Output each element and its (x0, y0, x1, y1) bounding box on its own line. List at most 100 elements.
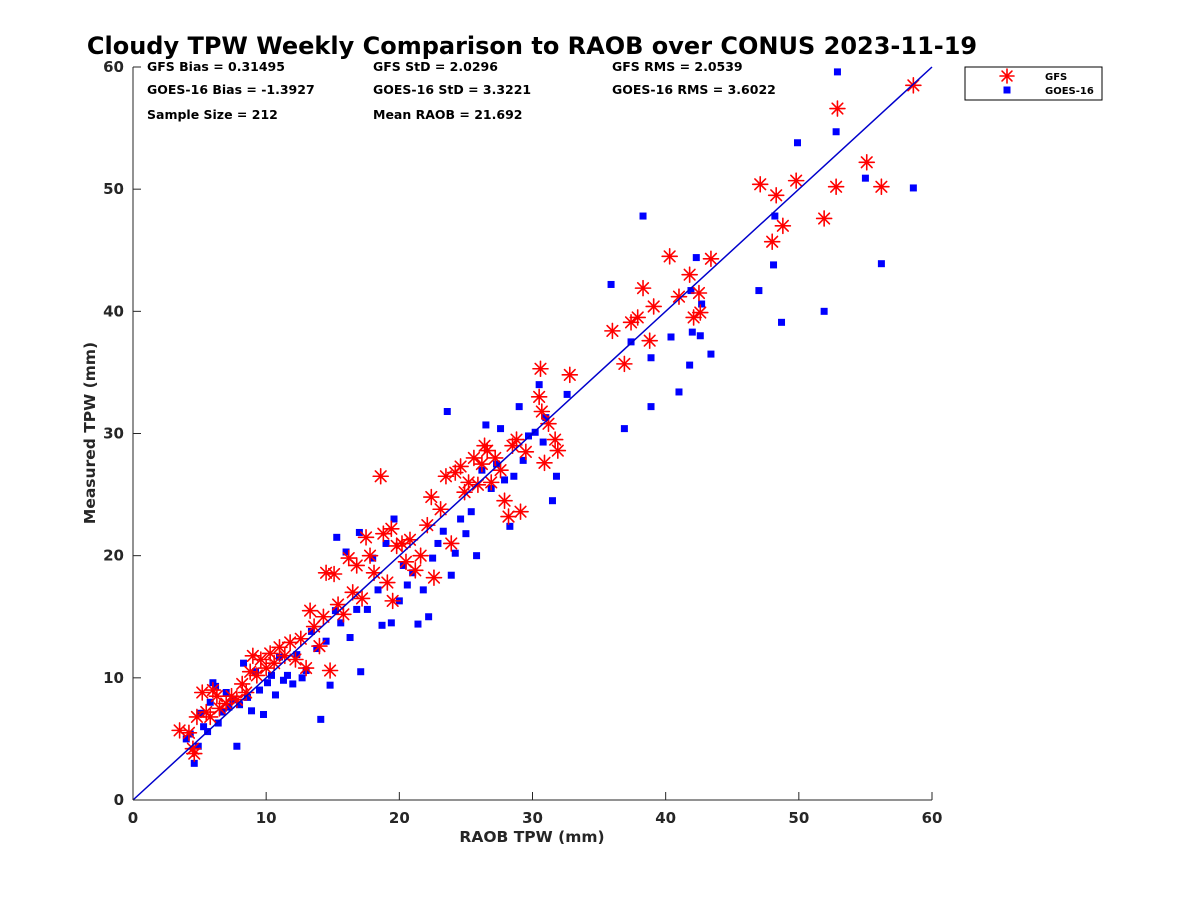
goes16-point (770, 261, 778, 269)
gfs-point (549, 442, 567, 459)
goes16-point (289, 680, 297, 688)
goes16-point (236, 701, 244, 709)
goes16-point (506, 522, 514, 530)
gfs-point (546, 431, 564, 448)
gfs-point (248, 667, 266, 684)
goes16-point (275, 653, 283, 661)
goes16-point (531, 428, 539, 436)
gfs-point (508, 431, 525, 448)
legend: GFS GOES-16 (964, 66, 1103, 101)
goes16-point (283, 671, 291, 679)
goes16-point (333, 533, 341, 541)
statistics-panel: GFS Bias = 0.31495 GFS StD = 2.0296 GFS RM… (147, 59, 776, 122)
goes16-point (447, 571, 455, 579)
goes16-point (307, 627, 315, 635)
goes16-point (182, 735, 190, 743)
gfs-point (265, 654, 283, 672)
gfs-point (751, 175, 769, 193)
goes16-point (778, 318, 786, 326)
goes16-point (675, 388, 683, 396)
stat-text: GFS RMS = 2.0539 (612, 59, 743, 74)
gfs-point (512, 503, 529, 520)
y-tick-label: 0 (114, 791, 124, 809)
x-tick-label: 10 (256, 809, 277, 827)
gfs-point (492, 461, 509, 479)
goes16-point (200, 723, 208, 731)
gfs-point (661, 248, 678, 265)
goes16-point (267, 671, 275, 679)
goes16-point (696, 332, 704, 340)
gfs-point (533, 403, 551, 420)
goes16-point (346, 634, 354, 642)
goes16-point (382, 539, 390, 547)
goes16-point (337, 619, 345, 627)
goes16-point (443, 408, 451, 416)
goes16-point (326, 681, 334, 689)
axes: 0 10 20 30 40 50 60 0 10 20 30 40 50 60 (103, 58, 942, 827)
gfs-point (335, 606, 352, 623)
goes16-point (403, 581, 411, 589)
goes16-point (214, 719, 222, 727)
stat-text: GOES-16 Bias = -1.3927 (147, 82, 315, 97)
goes16-point (260, 710, 268, 718)
gfs-point (325, 565, 343, 583)
x-tick-label: 20 (389, 809, 410, 827)
gfs-point (208, 687, 226, 705)
goes16-point (256, 686, 264, 694)
goes16-point (833, 68, 841, 76)
gfs-point (348, 557, 366, 574)
gfs-point (383, 520, 400, 538)
y-axis-label: Measured TPW (mm) (81, 342, 99, 524)
goes16-point (322, 637, 330, 645)
gfs-point (530, 388, 548, 406)
goes16-point (293, 651, 301, 659)
legend-goes16-marker (1003, 86, 1011, 94)
gfs-point (460, 474, 477, 491)
gfs-point (311, 637, 328, 655)
gfs-point (473, 455, 491, 473)
goes16-point (451, 549, 459, 557)
x-tick-label: 50 (788, 809, 809, 827)
goes16-point (248, 707, 256, 715)
gfs-point (287, 651, 304, 668)
gfs-point (517, 443, 535, 461)
legend-goes16-label: GOES-16 (1045, 86, 1094, 97)
gfs-point (540, 415, 557, 433)
gfs-point (361, 547, 379, 564)
legend-box (964, 66, 1103, 101)
gfs-point (452, 458, 469, 475)
gfs-point (432, 500, 449, 518)
gfs-point (237, 684, 255, 701)
goes16-point (331, 607, 339, 615)
gfs-point (442, 535, 460, 552)
gfs-point (616, 355, 633, 373)
gfs-point (422, 488, 440, 506)
goes16-point (820, 307, 828, 315)
goes16-point (771, 212, 779, 220)
goes16-point (357, 668, 365, 676)
goes16-point (317, 715, 325, 723)
goes16-point (515, 403, 523, 411)
x-tick-label: 0 (128, 809, 138, 827)
goes16-point (667, 333, 675, 341)
gfs-point (496, 492, 513, 509)
series-goes16 (182, 68, 917, 767)
gfs-point (384, 592, 401, 610)
x-tick-label: 60 (922, 809, 943, 827)
gfs-point (329, 596, 347, 613)
gfs-point (532, 360, 549, 378)
goes16-point (390, 515, 398, 523)
goes16-point (692, 254, 700, 262)
goes16-point (607, 280, 615, 288)
gfs-point (425, 569, 443, 586)
goes16-point (419, 586, 427, 594)
plot-area (132, 66, 933, 801)
gfs-point (561, 366, 579, 384)
x-tick-label: 40 (655, 809, 676, 827)
goes16-point (457, 515, 465, 523)
gfs-point (180, 724, 198, 742)
gfs-point (252, 651, 270, 668)
gfs-point (634, 279, 652, 297)
goes16-point (525, 432, 533, 440)
